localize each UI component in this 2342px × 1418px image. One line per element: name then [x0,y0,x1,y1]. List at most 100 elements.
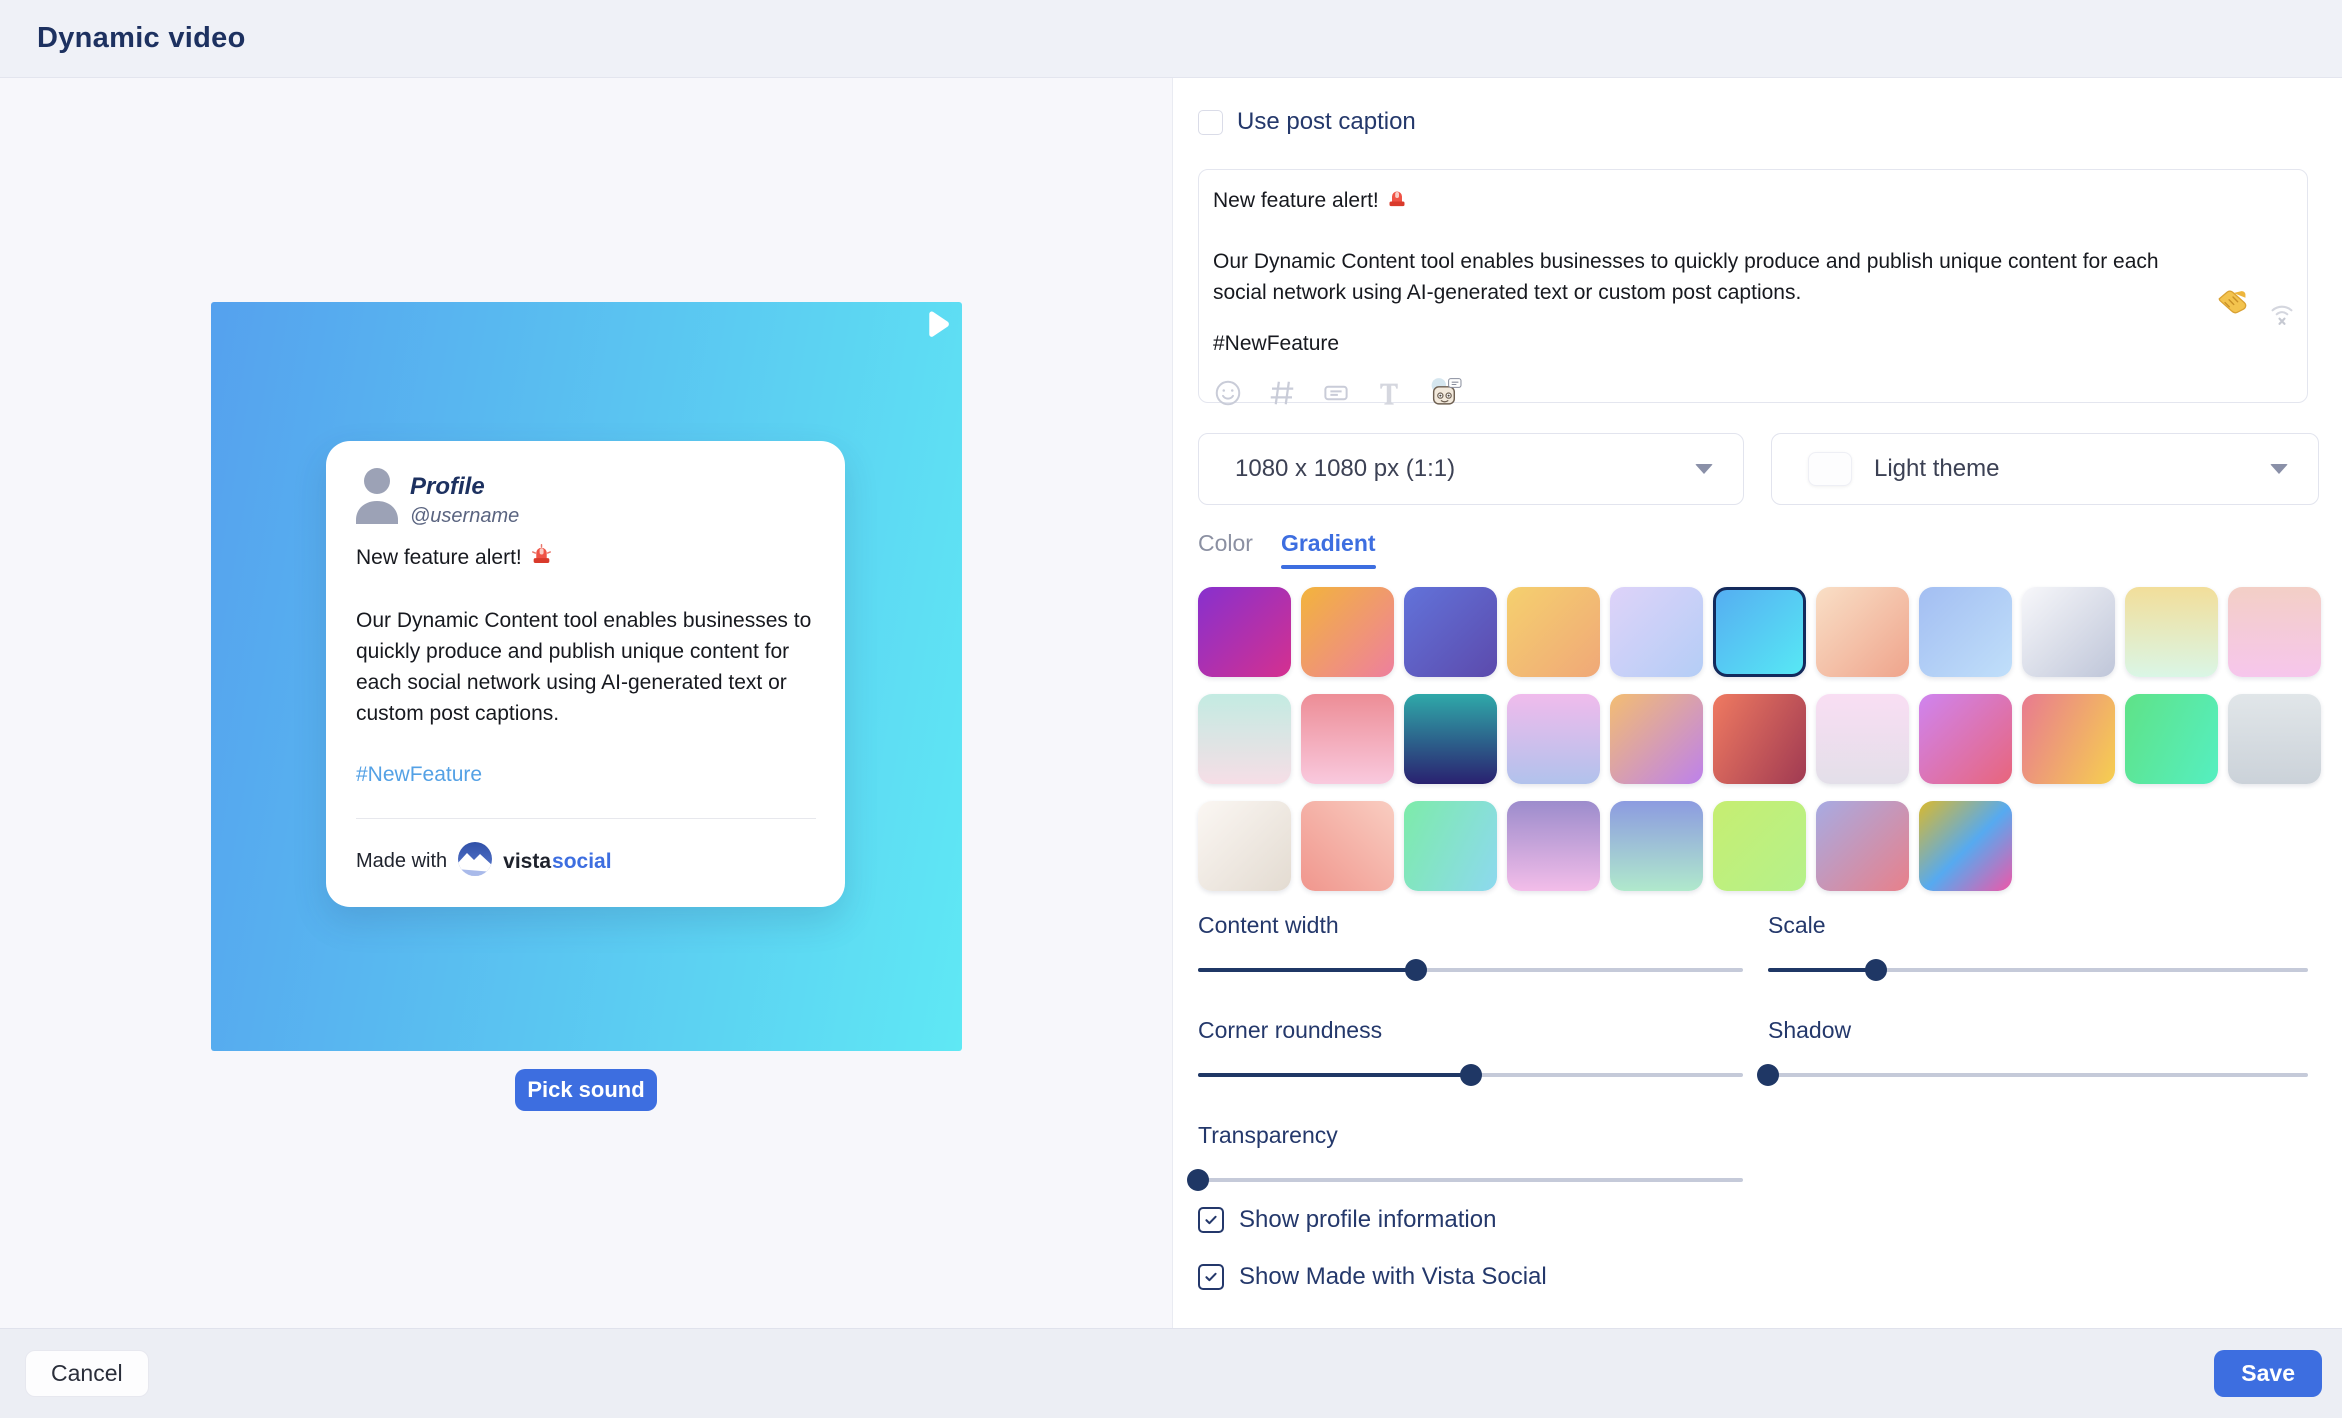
use-post-caption-label: Use post caption [1237,108,1416,135]
emoji-picker-icon[interactable] [1213,378,1243,408]
gradient-swatch-0-10[interactable] [2228,587,2321,677]
slider-thumb[interactable] [1405,959,1427,981]
preview-panel: Profile @username New feature alert! Our… [0,78,1173,1328]
checkbox-checked-icon[interactable] [1198,1207,1224,1233]
checkbox-label: Show Made with Vista Social [1239,1263,1547,1290]
ai-robot-icon[interactable] [1427,376,1463,409]
gradient-swatch-1-1[interactable] [1301,694,1394,784]
pick-sound-button[interactable]: Pick sound [515,1069,657,1111]
slider-thumb[interactable] [1187,1169,1209,1191]
slider-track[interactable] [1187,1169,1743,1191]
gradient-swatch-0-5[interactable] [1713,587,1806,677]
post-body: Our Dynamic Content tool enables busines… [356,609,812,725]
gradient-swatch-0-0[interactable] [1198,587,1291,677]
gradient-swatch-0-7[interactable] [1919,587,2012,677]
avatar-icon [354,467,400,530]
made-with-row: Made with [356,841,612,882]
slider-track[interactable] [1768,959,2308,981]
caption-title-line: New feature alert! [1213,187,2293,215]
size-select[interactable]: 1080 x 1080 px (1:1) [1198,433,1744,505]
gradient-swatch-1-5[interactable] [1713,694,1806,784]
gradient-swatch-2-4[interactable] [1610,801,1703,891]
fill-tabs: Color Gradient [1198,530,1376,569]
slider-label: Shadow [1768,1017,1852,1043]
chevron-down-icon [2270,464,2288,474]
slider-transparency: Transparency [1187,1122,1743,1191]
profile-name: Profile [410,473,485,500]
gradient-swatch-1-6[interactable] [1816,694,1909,784]
tab-gradient[interactable]: Gradient [1280,530,1376,569]
slider-thumb[interactable] [1865,959,1887,981]
slider-corner-roundness: Corner roundness [1198,1017,1743,1086]
settings-panel: Use post caption New feature alert! Our … [1173,78,2342,1328]
made-with-label: Made with [356,850,448,872]
wifi-off-icon [2267,298,2297,333]
checkbox-unchecked-icon[interactable] [1198,109,1223,135]
gradient-swatch-0-6[interactable] [1816,587,1909,677]
gradient-swatch-2-3[interactable] [1507,801,1600,891]
hashtag-icon[interactable] [1267,378,1297,408]
siren-emoji-icon [1386,187,1408,215]
gradient-swatch-2-7[interactable] [1919,801,2012,891]
theme-select[interactable]: Light theme [1771,433,2319,505]
gradient-swatch-2-6[interactable] [1816,801,1909,891]
gradient-swatch-0-1[interactable] [1301,587,1394,677]
gradient-swatch-2-5[interactable] [1713,801,1806,891]
slider-track[interactable] [1198,959,1743,981]
gradient-swatch-0-9[interactable] [2125,587,2218,677]
gradient-swatch-1-10[interactable] [2228,694,2321,784]
gradient-swatch-2-0[interactable] [1198,801,1291,891]
gradient-swatch-2-2[interactable] [1404,801,1497,891]
gradient-swatch-1-2[interactable] [1404,694,1497,784]
slider-thumb[interactable] [1459,1064,1482,1086]
show-profile-information-checkbox[interactable]: Show profile information [1198,1206,1547,1234]
gradient-swatch-2-1[interactable] [1301,801,1394,891]
gradient-swatch-1-3[interactable] [1507,694,1600,784]
video-preview[interactable]: Profile @username New feature alert! Our… [211,302,962,1051]
header: Dynamic video [0,0,2342,78]
label-icon[interactable] [1321,378,1351,408]
card-divider [356,818,816,819]
caption-editor[interactable]: New feature alert! Our Dynamic Content t… [1198,169,2308,405]
gradient-swatch-1-0[interactable] [1198,694,1291,784]
gradient-swatch-0-4[interactable] [1610,587,1703,677]
page-title: Dynamic video [37,22,246,54]
cancel-button[interactable]: Cancel [25,1350,149,1397]
text-format-icon[interactable] [1375,378,1403,408]
slider-label: Content width [1198,912,1339,938]
caption-body: Our Dynamic Content tool enables busines… [1213,250,2159,304]
size-select-value: 1080 x 1080 px (1:1) [1235,455,1456,482]
handshake-icon[interactable] [2216,288,2250,320]
slider-track[interactable] [1198,1064,1743,1086]
gradient-swatch-1-7[interactable] [1919,694,2012,784]
checkbox-label: Show profile information [1239,1206,1497,1233]
vista-social-logo-icon [457,841,493,882]
show-made-with-checkbox[interactable]: Show Made with Vista Social [1198,1263,1547,1291]
gradient-swatch-1-8[interactable] [2022,694,2115,784]
slider-scale: Scale [1768,912,2308,981]
tab-color[interactable]: Color [1198,530,1253,556]
slider-track[interactable] [1757,1064,2308,1086]
slider-thumb[interactable] [1757,1064,1779,1086]
gradient-swatch-row [1198,587,2321,677]
checkbox-checked-icon[interactable] [1198,1264,1224,1290]
gradient-swatch-1-9[interactable] [2125,694,2218,784]
play-icon[interactable] [925,310,952,344]
brand-social: social [552,849,612,873]
use-post-caption-checkbox[interactable]: Use post caption [1198,108,1416,136]
theme-swatch-icon [1808,452,1852,486]
post-card: Profile @username New feature alert! Our… [326,441,845,907]
gradient-swatch-0-3[interactable] [1507,587,1600,677]
siren-emoji-icon [530,543,553,572]
save-button[interactable]: Save [2214,1350,2322,1397]
slider-label: Scale [1768,912,1826,938]
slider-shadow: Shadow [1757,1017,2308,1086]
gradient-swatch-0-2[interactable] [1404,587,1497,677]
brand-vista: vista [503,849,552,873]
gradient-swatch-0-8[interactable] [2022,587,2115,677]
chevron-down-icon [1695,464,1713,474]
gradient-swatch-row [1198,801,2321,891]
gradient-swatch-1-4[interactable] [1610,694,1703,784]
selects-row: 1080 x 1080 px (1:1) Light theme [1198,433,2319,505]
